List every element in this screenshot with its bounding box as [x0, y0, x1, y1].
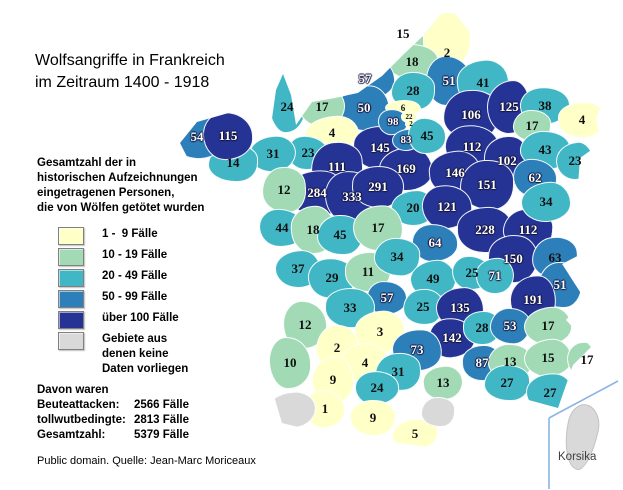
stats-value: 5379 Fälle [134, 429, 189, 441]
legend-item-label: 20 - 49 Fälle [102, 270, 168, 282]
legend-item-label: Gebiete aus denen keine Daten vorliegen [102, 333, 189, 375]
department-region [566, 341, 608, 379]
department-region [266, 70, 308, 134]
legend-color-chip [58, 248, 84, 266]
source-attribution: Public domain. Quelle: Jean-Marc Moricea… [37, 455, 256, 467]
department-region [524, 370, 576, 416]
department-region [260, 165, 308, 215]
stats-value: 2566 Fälle [134, 399, 189, 411]
department-region [421, 364, 465, 402]
stats-row: Beuteattacken: 2566 Fälle [37, 398, 189, 413]
stats-value: 2813 Fälle [134, 414, 189, 426]
department-region [484, 365, 530, 401]
legend-color-chip [58, 311, 84, 329]
map-description: Gesamtzahl der in historischen Aufzeichn… [37, 156, 204, 216]
legend-color-chip [58, 332, 84, 350]
department-value-label: 57 [358, 71, 372, 86]
legend-item-label: 10 - 19 Fälle [102, 249, 168, 261]
legend-color-chip [58, 290, 84, 308]
department-region [557, 101, 607, 139]
department-region [474, 256, 516, 296]
stats-heading: Davon waren [37, 384, 109, 396]
department-region [349, 398, 397, 438]
no-data-region [421, 397, 455, 427]
legend-color-chip [58, 269, 84, 287]
page-title: Wolfsangriffe in Frankreich im Zeitraum … [35, 50, 225, 94]
description-line: die von Wölfen getötet wurden [37, 202, 205, 214]
stats-row: tollwutbedingte: 2813 Fälle [37, 413, 189, 428]
legend-item-label: 50 - 99 Fälle [102, 291, 168, 303]
description-line: eingetragenen Personen, [37, 187, 175, 199]
corsica-label: Korsika [558, 451, 597, 463]
title-line-1: Wolfsangriffe in Frankreich [35, 52, 225, 69]
department-value-label: 15 [396, 26, 410, 41]
stats-label: tollwutbedingte: [37, 414, 126, 426]
department-region [523, 337, 573, 379]
legend-color-chip [58, 227, 84, 245]
no-data-region [266, 389, 318, 431]
title-line-2: im Zeitraum 1400 - 1918 [35, 74, 210, 91]
stats-label: Gesamtzahl: [37, 429, 106, 441]
legend-item-label: 1 - 9 Fälle [102, 228, 158, 240]
stats-row: Gesamtzahl: 5379 Fälle [37, 428, 189, 443]
statistics-block: Davon waren Beuteattacken: 2566 Fälle toll… [37, 383, 189, 443]
description-line: Gesamtzahl der in [37, 157, 137, 169]
department-region [407, 117, 447, 155]
stats-label: Beuteattacken: [37, 399, 120, 411]
legend-item-label: über 100 Fälle [102, 312, 179, 324]
description-line: historischen Aufzeichnungen [37, 172, 198, 184]
